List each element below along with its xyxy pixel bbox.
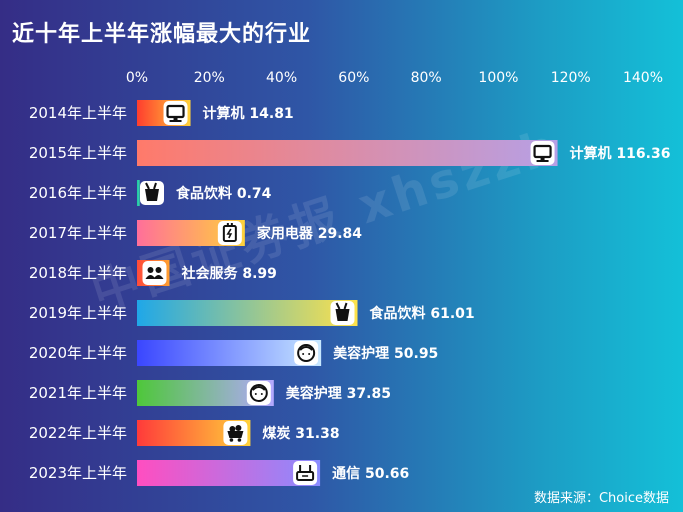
x-tick-label: 80% [411, 70, 442, 86]
bar-value-label: 美容护理 37.85 [286, 385, 391, 402]
computer-icon [163, 101, 188, 125]
bar-value-label: 通信 50.66 [332, 465, 409, 482]
x-tick-label: 0% [126, 70, 148, 86]
computer-icon [530, 141, 555, 165]
bar-value-label: 计算机 14.81 [203, 105, 294, 122]
bar-value-label: 食品饮料 0.74 [176, 185, 272, 202]
category-label: 2016年上半年 [29, 184, 127, 202]
bar [137, 180, 140, 206]
category-label: 2015年上半年 [29, 144, 127, 162]
category-label: 2022年上半年 [29, 424, 127, 442]
bar [137, 460, 321, 486]
x-tick-label: 20% [194, 70, 225, 86]
chart-title: 近十年上半年涨幅最大的行业 [12, 22, 312, 47]
face-icon [294, 341, 319, 365]
bar-value-label: 煤炭 31.38 [262, 425, 339, 442]
bar [137, 340, 322, 366]
face-icon [246, 381, 271, 405]
appliance-icon [217, 221, 242, 245]
x-tick-label: 40% [266, 70, 297, 86]
people-icon [142, 261, 167, 285]
coal-cart-icon [223, 421, 248, 445]
x-tick-label: 120% [551, 70, 591, 86]
drink-icon [140, 181, 164, 205]
bar [137, 300, 358, 326]
category-label: 2023年上半年 [29, 464, 127, 482]
drink-icon [330, 301, 355, 325]
bar-value-label: 食品饮料 61.01 [370, 305, 475, 322]
source-note: 数据来源：Choice数据 [533, 491, 669, 506]
bar-value-label: 社会服务 8.99 [180, 265, 276, 282]
category-label: 2021年上半年 [29, 384, 127, 402]
x-tick-label: 100% [478, 70, 518, 86]
category-label: 2019年上半年 [29, 304, 127, 322]
x-tick-label: 60% [338, 70, 369, 86]
router-icon [293, 461, 318, 485]
category-label: 2020年上半年 [29, 344, 127, 362]
category-label: 2014年上半年 [29, 104, 127, 122]
bar [137, 140, 558, 166]
bar-value-label: 家用电器 29.84 [257, 225, 362, 242]
x-tick-label: 140% [623, 70, 663, 86]
bar-value-label: 美容护理 50.95 [333, 345, 438, 362]
category-label: 2017年上半年 [29, 224, 127, 242]
category-label: 2018年上半年 [29, 264, 127, 282]
bar-value-label: 计算机 116.36 [570, 145, 671, 162]
